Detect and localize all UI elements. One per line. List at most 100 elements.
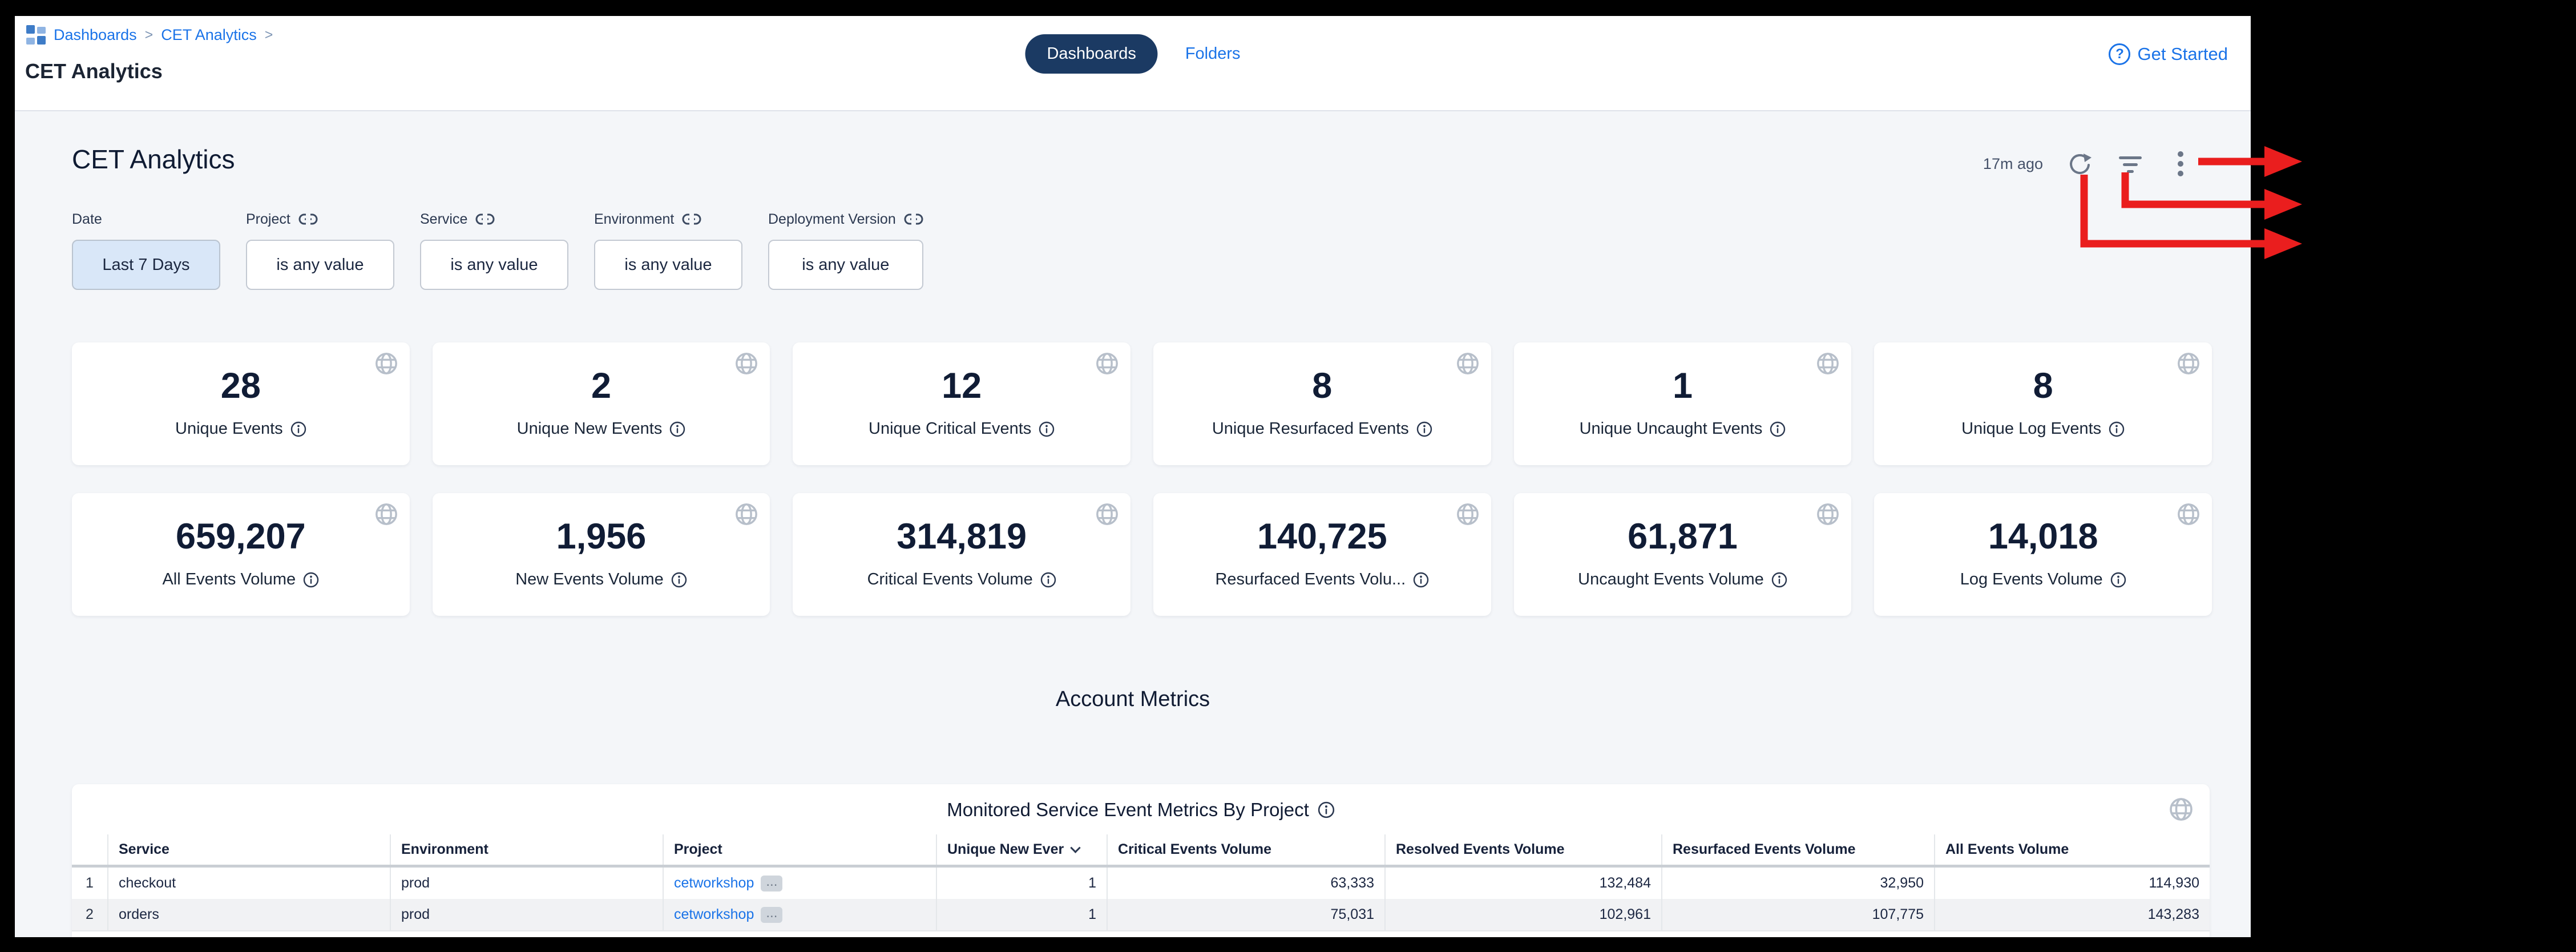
stat-card-unique-log-events: 8 Unique Log Events bbox=[1874, 342, 2212, 465]
stat-value: 8 bbox=[2033, 366, 2053, 406]
cell-critical-events-volume: 63,333 bbox=[1107, 868, 1384, 899]
metrics-table: Service Environment Project Unique New E… bbox=[72, 834, 2210, 935]
filter-label: Service bbox=[420, 211, 468, 227]
breadcrumb-separator: > bbox=[264, 26, 273, 43]
dashboards-grid-icon[interactable] bbox=[26, 25, 46, 45]
column-header-critical-events-volume[interactable]: Critical Events Volume bbox=[1107, 834, 1384, 865]
stat-value: 8 bbox=[1312, 366, 1333, 406]
table-header-row: Service Environment Project Unique New E… bbox=[72, 834, 2210, 868]
filter-label: Date bbox=[72, 211, 102, 227]
stat-card-uncaught-events-volume: 61,871 Uncaught Events Volume bbox=[1513, 493, 1852, 616]
globe-icon bbox=[374, 502, 398, 526]
globe-icon bbox=[2177, 352, 2200, 376]
filter-service: Service is any value bbox=[420, 209, 568, 290]
filter-project: Project is any value bbox=[246, 209, 394, 290]
info-icon[interactable] bbox=[303, 572, 319, 588]
project-more-badge[interactable]: ... bbox=[761, 906, 783, 923]
stat-label: New Events Volume bbox=[515, 570, 664, 589]
get-started-label: Get Started bbox=[2137, 44, 2228, 64]
column-header-project[interactable]: Project bbox=[663, 834, 936, 865]
stat-card-grid: 28 Unique Events 2 Unique New Events 12 … bbox=[72, 342, 2212, 616]
deployment-version-filter-button[interactable]: is any value bbox=[768, 240, 923, 290]
breadcrumb-link-dashboards[interactable]: Dashboards bbox=[54, 26, 137, 43]
stat-card-unique-resurfaced-events: 8 Unique Resurfaced Events bbox=[1153, 342, 1491, 465]
column-header-unique-new-events[interactable]: Unique New Ever bbox=[936, 834, 1107, 865]
info-icon[interactable] bbox=[1039, 421, 1055, 437]
filter-icon[interactable] bbox=[2117, 151, 2143, 177]
header-tabs: Dashboards Folders bbox=[1025, 34, 1241, 74]
cell-resolved-events-volume: 102,961 bbox=[1384, 899, 1661, 930]
column-header-environment[interactable]: Environment bbox=[390, 834, 663, 865]
info-icon[interactable] bbox=[669, 421, 685, 437]
info-icon[interactable] bbox=[671, 572, 687, 588]
info-icon[interactable] bbox=[1318, 801, 1335, 818]
stat-card-unique-critical-events: 12 Unique Critical Events bbox=[793, 342, 1130, 465]
tab-dashboards[interactable]: Dashboards bbox=[1025, 34, 1158, 74]
stat-label: Critical Events Volume bbox=[867, 570, 1033, 589]
globe-icon bbox=[734, 502, 758, 526]
cell-all-events-volume: 114,930 bbox=[1934, 868, 2210, 899]
row-index: 1 bbox=[86, 875, 94, 891]
dashboard-title: CET Analytics bbox=[72, 144, 235, 174]
globe-icon bbox=[1456, 352, 1480, 376]
stat-card-unique-events: 28 Unique Events bbox=[72, 342, 410, 465]
stat-value: 140,725 bbox=[1257, 517, 1387, 556]
info-icon[interactable] bbox=[290, 421, 306, 437]
info-icon[interactable] bbox=[1770, 421, 1786, 437]
breadcrumb-link-cet-analytics[interactable]: CET Analytics bbox=[161, 26, 257, 43]
stat-card-unique-new-events: 2 Unique New Events bbox=[432, 342, 770, 465]
column-header-all-events-volume[interactable]: All Events Volume bbox=[1934, 834, 2210, 865]
clipped-table-row bbox=[72, 930, 2210, 935]
table-row: 2 orders prod cetworkshop... 1 75,031 10… bbox=[72, 899, 2210, 930]
stat-label: Unique Log Events bbox=[1961, 419, 2102, 438]
cell-unique-new-events: 1 bbox=[936, 868, 1107, 899]
stat-label: Log Events Volume bbox=[1960, 570, 2103, 589]
stat-card-unique-uncaught-events: 1 Unique Uncaught Events bbox=[1513, 342, 1852, 465]
project-link[interactable]: cetworkshop bbox=[674, 906, 754, 922]
globe-icon bbox=[2169, 797, 2194, 822]
project-filter-button[interactable]: is any value bbox=[246, 240, 394, 290]
stat-label: Unique New Events bbox=[516, 419, 663, 438]
filter-bar: Date Last 7 Days Project is any value Se… bbox=[72, 209, 949, 290]
filter-label: Project bbox=[246, 211, 290, 227]
last-refreshed-label: 17m ago bbox=[1983, 155, 2043, 172]
info-icon[interactable] bbox=[1413, 572, 1429, 588]
stat-value: 28 bbox=[220, 366, 261, 406]
link-icon bbox=[682, 213, 701, 225]
service-filter-button[interactable]: is any value bbox=[420, 240, 568, 290]
project-link[interactable]: cetworkshop bbox=[674, 875, 754, 891]
info-icon[interactable] bbox=[1040, 572, 1056, 588]
info-icon[interactable] bbox=[2110, 572, 2126, 588]
stat-label: Resurfaced Events Volu... bbox=[1215, 570, 1406, 589]
app-window: Dashboards > CET Analytics > CET Analyti… bbox=[15, 16, 2251, 937]
info-icon[interactable] bbox=[2109, 421, 2125, 437]
stat-value: 2 bbox=[591, 366, 612, 406]
breadcrumb: Dashboards > CET Analytics > bbox=[26, 25, 273, 45]
stat-card-new-events-volume: 1,956 New Events Volume bbox=[432, 493, 770, 616]
stat-card-all-events-volume: 659,207 All Events Volume bbox=[72, 493, 410, 616]
tab-folders[interactable]: Folders bbox=[1185, 45, 1241, 63]
cell-all-events-volume: 143,283 bbox=[1934, 899, 2210, 930]
date-filter-button[interactable]: Last 7 Days bbox=[72, 240, 220, 290]
stat-value: 1 bbox=[1672, 366, 1693, 406]
kebab-menu-icon[interactable] bbox=[2167, 151, 2194, 177]
filter-label: Environment bbox=[594, 211, 675, 227]
info-icon[interactable] bbox=[1416, 421, 1432, 437]
column-header-resurfaced-events-volume[interactable]: Resurfaced Events Volume bbox=[1661, 834, 1934, 865]
cell-service: checkout bbox=[107, 868, 390, 899]
column-header-resolved-events-volume[interactable]: Resolved Events Volume bbox=[1384, 834, 1661, 865]
column-header-service[interactable]: Service bbox=[107, 834, 390, 865]
globe-icon bbox=[1456, 502, 1480, 526]
stat-value: 61,871 bbox=[1628, 517, 1738, 556]
info-icon[interactable] bbox=[1771, 572, 1787, 588]
project-more-badge[interactable]: ... bbox=[761, 874, 783, 892]
cell-project: cetworkshop... bbox=[663, 868, 936, 899]
cell-resolved-events-volume: 132,484 bbox=[1384, 868, 1661, 899]
stat-value: 1,956 bbox=[556, 517, 647, 556]
get-started-button[interactable]: ? Get Started bbox=[2109, 43, 2228, 65]
environment-filter-button[interactable]: is any value bbox=[594, 240, 742, 290]
refresh-icon[interactable] bbox=[2067, 151, 2093, 177]
link-icon bbox=[475, 213, 495, 225]
stat-label: Unique Events bbox=[175, 419, 283, 438]
